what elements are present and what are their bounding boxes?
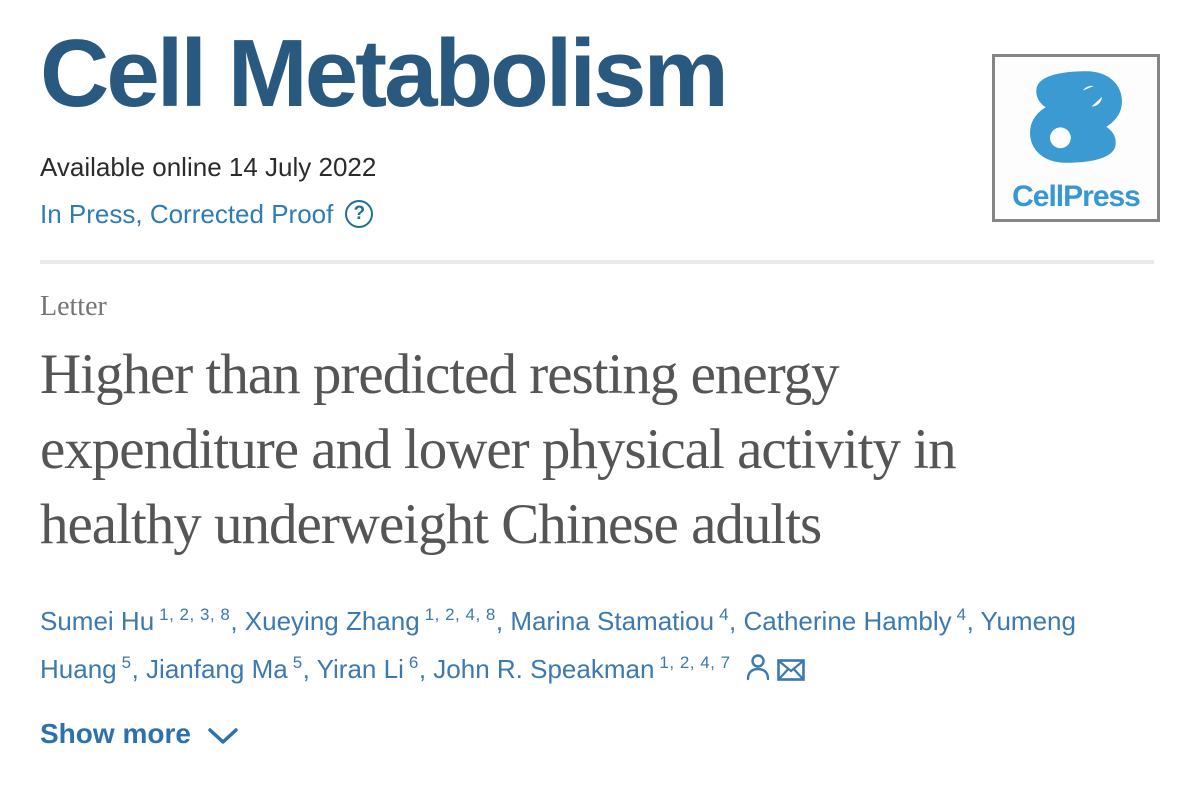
article-title-line: healthy underweight Chinese adults — [40, 493, 822, 556]
cellpress-logo-icon — [1030, 71, 1122, 163]
author-affiliation-superscript: 1, 2, 4, 8 — [424, 605, 496, 624]
author-separator: , — [418, 654, 434, 684]
author-separator: , — [230, 606, 245, 636]
author-affiliation-superscript: 1, 2, 3, 8 — [159, 605, 231, 624]
author-link[interactable]: Jianfang Ma 5 — [146, 653, 303, 684]
show-more-label: Show more — [40, 718, 191, 749]
article-header-page: Cell Metabolism Available online 14 July… — [0, 26, 1188, 788]
cellpress-logo-text: CellPress — [1012, 180, 1141, 213]
author-separator: , — [495, 606, 511, 636]
author-list: Sumei Hu 1, 2, 3, 8, Xueying Zhang 1, 2, 4… — [40, 594, 1155, 690]
author-separator: , — [131, 654, 147, 684]
author-separator: , — [302, 654, 317, 684]
email-envelope-icon[interactable] — [776, 659, 805, 681]
author-affiliation-superscript: 5 — [121, 653, 132, 672]
author-separator: , — [729, 606, 744, 636]
help-icon[interactable]: ? — [345, 200, 374, 228]
corresponding-author-icons — [739, 654, 805, 684]
article-title-line: Higher than predicted resting energy — [40, 343, 840, 406]
article-type-label: Letter — [40, 291, 107, 322]
publication-status-row: In Press, Corrected Proof ? — [40, 199, 1154, 229]
author-affiliation-superscript: 6 — [408, 653, 419, 672]
author-link[interactable]: Marina Stamatiou 4 — [510, 605, 730, 636]
show-more-button[interactable]: Show more — [40, 718, 239, 750]
journal-title: Cell Metabolism — [40, 20, 729, 127]
chevron-down-icon — [208, 728, 238, 744]
available-online-date: Available online 14 July 2022 — [40, 152, 377, 182]
author-affiliation-superscript: 5 — [292, 653, 303, 672]
article-header: Letter Higher than predicted resting ene… — [40, 291, 1154, 750]
section-divider — [40, 260, 1154, 264]
author-link[interactable]: John R. Speakman 1, 2, 4, 7 — [433, 653, 731, 684]
cellpress-logo-box: CellPress — [992, 54, 1160, 222]
author-separator: , — [966, 606, 981, 636]
article-title: Higher than predicted resting energy exp… — [40, 337, 1154, 562]
in-press-status-link[interactable]: In Press, Corrected Proof — [40, 199, 334, 229]
author-affiliation-superscript: 4 — [719, 605, 730, 624]
author-link[interactable]: Yumeng Huang 5 — [40, 606, 1076, 684]
author-link[interactable]: Xueying Zhang 1, 2, 4, 8 — [244, 605, 496, 636]
author-link[interactable]: Catherine Hambly 4 — [743, 605, 967, 636]
author-affiliation-superscript: 4 — [956, 605, 967, 624]
article-title-line: expenditure and lower physical activity … — [40, 418, 957, 481]
author-affiliation-superscript: 1, 2, 4, 7 — [659, 653, 731, 672]
author-link[interactable]: Yiran Li 6 — [316, 653, 419, 684]
journal-banner: Cell Metabolism Available online 14 July… — [40, 20, 1154, 230]
person-icon[interactable] — [746, 653, 770, 681]
author-link[interactable]: Sumei Hu 1, 2, 3, 8 — [40, 605, 231, 636]
